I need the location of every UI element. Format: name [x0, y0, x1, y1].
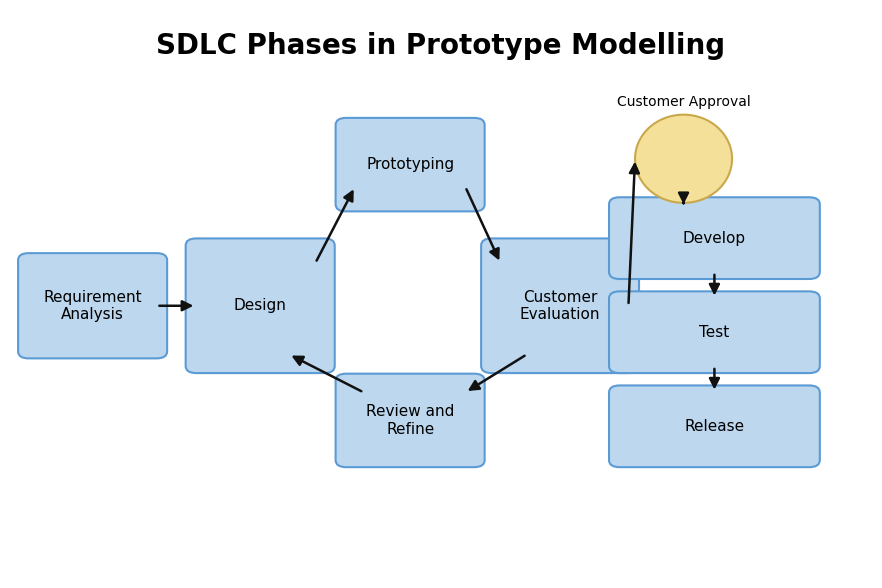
Text: Test: Test [699, 325, 729, 340]
FancyBboxPatch shape [18, 253, 167, 359]
Text: Design: Design [234, 298, 287, 313]
FancyBboxPatch shape [335, 118, 485, 212]
Text: Customer Approval: Customer Approval [617, 95, 751, 109]
FancyBboxPatch shape [335, 374, 485, 467]
FancyBboxPatch shape [609, 292, 819, 373]
Text: Review and
Refine: Review and Refine [366, 404, 454, 437]
Text: Prototyping: Prototyping [366, 157, 454, 172]
FancyBboxPatch shape [185, 239, 334, 373]
FancyBboxPatch shape [609, 386, 819, 467]
FancyBboxPatch shape [481, 239, 639, 373]
Text: Customer
Evaluation: Customer Evaluation [519, 289, 601, 322]
Ellipse shape [635, 115, 732, 203]
Text: SDLC Phases in Prototype Modelling: SDLC Phases in Prototype Modelling [156, 32, 726, 61]
Text: Release: Release [684, 419, 744, 434]
FancyBboxPatch shape [609, 198, 819, 279]
Text: Requirement
Analysis: Requirement Analysis [43, 289, 142, 322]
Text: Develop: Develop [683, 230, 746, 246]
